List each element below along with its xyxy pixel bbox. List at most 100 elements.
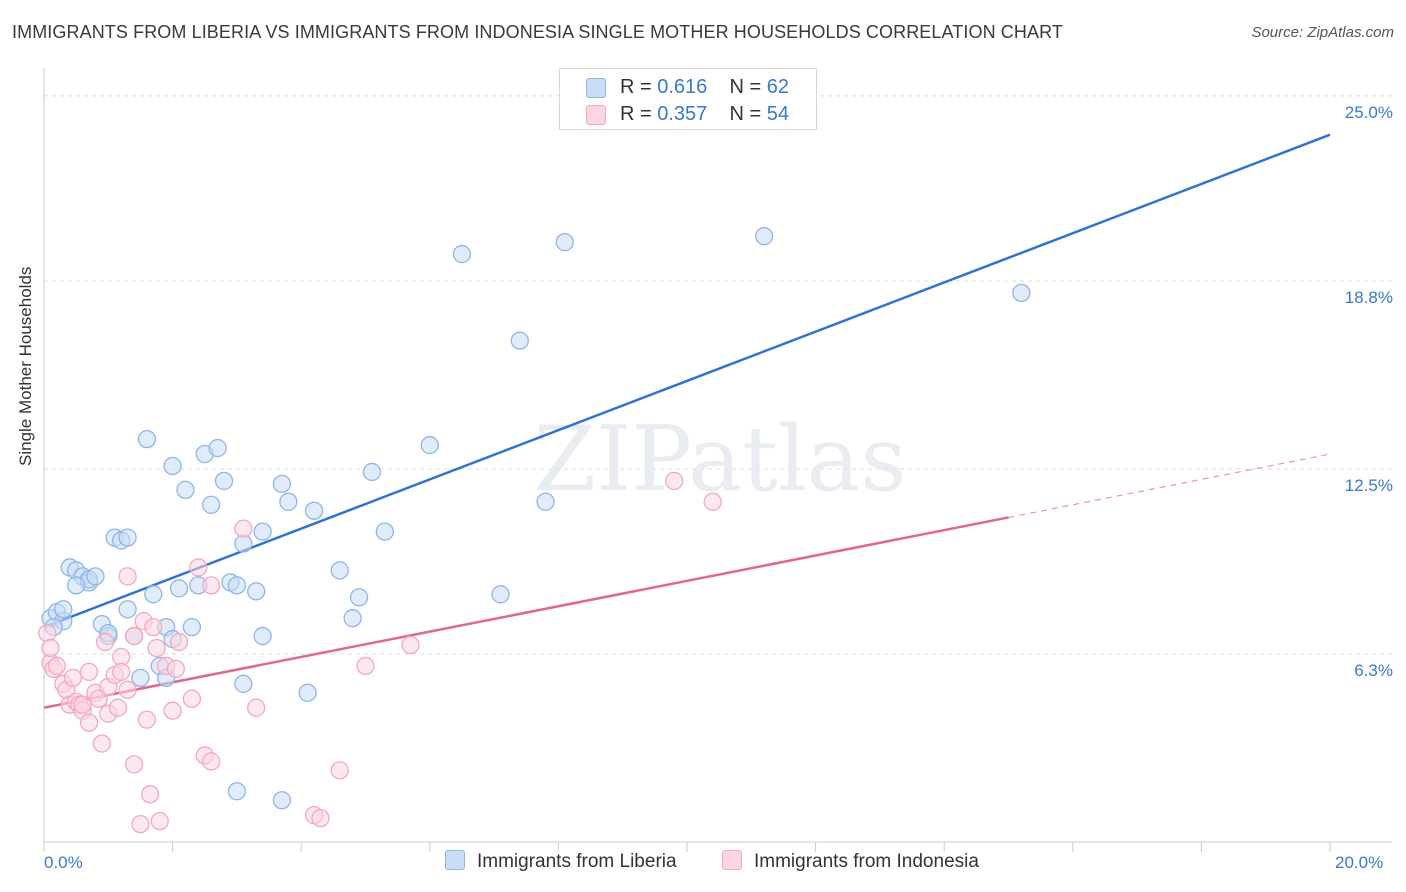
x-tick-label-min: 0.0% [44, 853, 83, 872]
point-indonesia [247, 698, 266, 717]
point-indonesia [189, 558, 208, 577]
point-liberia [272, 791, 292, 810]
point-indonesia [182, 689, 202, 708]
point-liberia [137, 429, 157, 449]
point-liberia [118, 528, 137, 547]
point-indonesia [79, 662, 99, 682]
point-liberia [755, 227, 774, 246]
point-liberia [420, 435, 439, 455]
point-indonesia [89, 689, 108, 708]
point-indonesia [703, 492, 722, 511]
x-tick-label-max: 20.0% [1335, 853, 1384, 872]
point-indonesia [356, 656, 375, 676]
legend-n-label: N = [729, 76, 762, 98]
axes [43, 68, 1392, 852]
point-liberia [208, 438, 227, 458]
point-liberia [491, 585, 510, 604]
point-liberia [304, 501, 324, 520]
point-indonesia [202, 576, 221, 595]
bottom-swatch-indonesia [722, 850, 742, 870]
point-indonesia [124, 755, 144, 774]
point-liberia [279, 492, 298, 511]
legend-r-value-liberia: 0.616 [657, 76, 708, 98]
point-indonesia [150, 811, 169, 831]
y-tick-label: 6.3% [1354, 660, 1393, 680]
point-indonesia [112, 662, 131, 682]
trend-line-solid [43, 516, 1009, 709]
point-liberia [343, 609, 362, 628]
point-liberia [555, 232, 574, 252]
legend-r-label: R = [620, 76, 652, 98]
bottom-legend-liberia: Immigrants from Liberia [445, 850, 677, 873]
point-liberia [176, 480, 195, 499]
point-liberia [54, 600, 73, 619]
point-indonesia [79, 713, 99, 732]
y-tick-label: 18.8% [1344, 287, 1393, 307]
point-liberia [144, 585, 163, 604]
point-liberia [375, 522, 394, 541]
point-liberia [169, 579, 189, 598]
point-liberia [234, 674, 253, 693]
point-liberia [362, 462, 382, 482]
gridlines [44, 95, 1392, 655]
point-liberia [298, 683, 317, 702]
point-indonesia [92, 734, 112, 753]
legend-text-liberia: R = 0.616 N = 62 [620, 76, 789, 99]
legend-swatch-liberia [586, 78, 606, 98]
legend-n-label: N = [729, 103, 762, 125]
chart-title: IMMIGRANTS FROM LIBERIA VS IMMIGRANTS FR… [12, 22, 1063, 42]
point-indonesia [95, 632, 115, 652]
point-indonesia [330, 761, 349, 780]
point-indonesia [124, 626, 144, 646]
bottom-swatch-liberia [445, 850, 465, 870]
point-indonesia [63, 668, 83, 688]
y-tick-label: 25.0% [1344, 102, 1393, 122]
point-indonesia [73, 695, 92, 714]
point-indonesia [38, 623, 57, 643]
trend-line-dashed [1008, 453, 1331, 519]
point-indonesia [169, 632, 189, 652]
point-indonesia [664, 471, 684, 491]
point-liberia [182, 617, 202, 637]
point-indonesia [108, 698, 128, 717]
point-liberia [86, 567, 105, 586]
point-indonesia [137, 710, 157, 729]
bottom-legend-indonesia: Immigrants from Indonesia [722, 850, 979, 873]
point-liberia [452, 244, 472, 264]
point-liberia [536, 492, 555, 511]
point-liberia [247, 582, 266, 601]
point-indonesia [147, 638, 166, 658]
point-indonesia [234, 519, 253, 538]
point-liberia [272, 474, 292, 494]
point-indonesia [401, 635, 420, 655]
point-indonesia [140, 785, 160, 804]
point-liberia [131, 668, 150, 688]
point-liberia [118, 600, 137, 619]
data-points [38, 227, 1031, 834]
point-indonesia [202, 752, 221, 771]
trend-lines [43, 133, 1331, 709]
point-indonesia [144, 617, 163, 637]
point-indonesia [131, 814, 150, 834]
bottom-legend-label-liberia: Immigrants from Liberia [477, 851, 677, 872]
point-indonesia [166, 659, 185, 679]
chart-source: Source: ZipAtlas.com [1251, 24, 1394, 41]
point-indonesia [47, 656, 67, 676]
point-indonesia [118, 567, 137, 586]
point-liberia [253, 522, 272, 541]
legend-r-value-indonesia: 0.357 [657, 103, 708, 125]
legend-text-indonesia: R = 0.357 N = 54 [620, 103, 789, 126]
point-liberia [202, 495, 221, 514]
stats-legend: R = 0.616 N = 62 R = 0.357 N = 54 [559, 68, 817, 130]
point-indonesia [41, 638, 60, 658]
point-liberia [253, 626, 272, 646]
legend-swatch-indonesia [586, 105, 606, 125]
point-liberia [67, 576, 86, 595]
trend-line [43, 133, 1331, 629]
watermark: ZIPatlas [533, 407, 906, 512]
point-liberia [349, 588, 369, 607]
point-liberia [330, 561, 349, 580]
point-liberia [227, 782, 247, 801]
point-indonesia [118, 680, 137, 699]
